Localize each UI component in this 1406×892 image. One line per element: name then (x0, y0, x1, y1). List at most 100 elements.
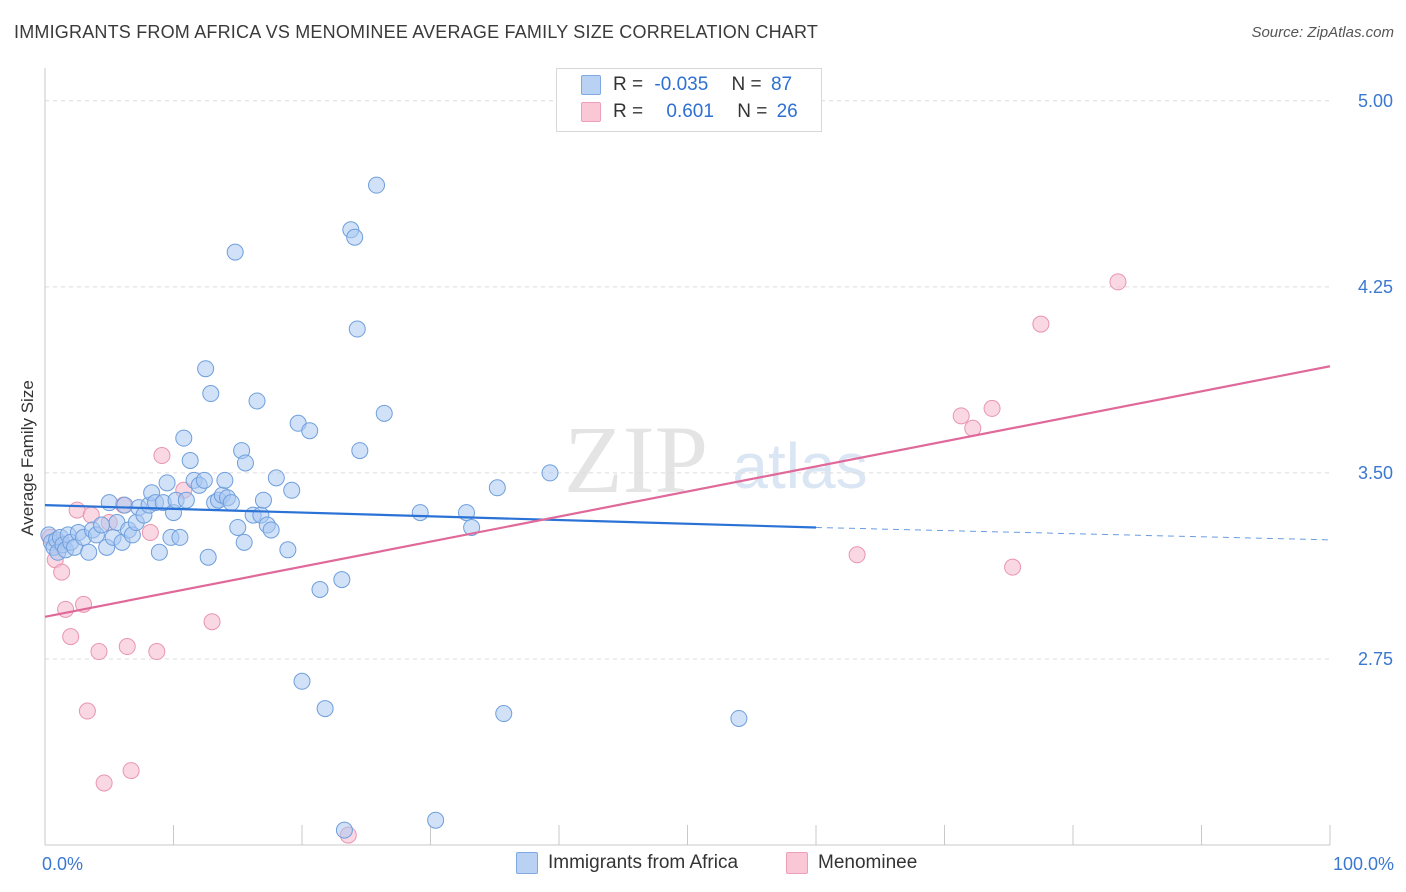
menominee-point (952, 407, 970, 425)
legend-row-africa: R = -0.035 N = 87 (581, 74, 792, 100)
africa-point (279, 541, 297, 559)
africa-point (351, 442, 369, 460)
africa-point (730, 709, 748, 727)
africa-points (40, 176, 748, 839)
menominee-point (203, 613, 221, 631)
africa-point (368, 176, 386, 194)
menominee-point (153, 447, 171, 465)
x-tick-labels: 0.0% 100.0% (42, 854, 1394, 874)
africa-point (226, 243, 244, 261)
africa-point (248, 392, 266, 410)
africa-point (195, 471, 213, 489)
africa-point (541, 464, 559, 482)
africa-point (311, 580, 329, 598)
menominee-point (848, 546, 866, 564)
menominee-point (141, 523, 159, 541)
legend-n-label: N = (737, 101, 768, 122)
chart-title: IMMIGRANTS FROM AFRICA VS MENOMINEE AVER… (14, 22, 819, 42)
africa-point (488, 479, 506, 497)
africa-point (463, 518, 481, 536)
menominee-point (1109, 273, 1127, 291)
source-label: Source: ZipAtlas.com (1251, 24, 1394, 41)
africa-point (93, 516, 111, 534)
axes (44, 68, 1331, 846)
africa-point (267, 469, 285, 487)
africa-point (229, 518, 247, 536)
africa-point (222, 494, 240, 512)
africa-point (199, 548, 217, 566)
africa-point (348, 320, 366, 338)
menominee-point (118, 638, 136, 656)
legend-r-label: R = (613, 101, 644, 122)
x-tick-label-0: 0.0% (42, 854, 83, 874)
africa-point (175, 429, 193, 447)
y-tick-label-1: 3.50 (1358, 463, 1393, 483)
bottom-legend-africa: Immigrants from Africa (516, 852, 738, 874)
legend-n-value: 87 (770, 74, 793, 95)
africa-point (283, 481, 301, 499)
zipatlas-watermark: ZIP atlas (564, 406, 868, 513)
africa-legend-label: Immigrants from Africa (548, 852, 739, 874)
menominee-point (122, 762, 140, 780)
grid-lines (45, 100, 1330, 660)
legend-r-value: 0.601 (666, 101, 714, 122)
menominee-point (68, 501, 86, 519)
africa-point (236, 454, 254, 472)
africa-point (116, 496, 134, 514)
legend-row-menominee: R = 0.601 N = 26 (581, 101, 798, 127)
africa-point (301, 422, 319, 440)
africa-point (293, 672, 311, 690)
menominee-trend-line (44, 365, 1331, 618)
africa-point (150, 543, 168, 561)
africa-point (262, 521, 280, 539)
menominee-point (78, 702, 96, 720)
africa-point (346, 228, 364, 246)
africa-point (335, 821, 353, 839)
y-tick-label-3: 5.00 (1358, 91, 1393, 111)
africa-point (80, 543, 98, 561)
watermark-zip: ZIP (564, 406, 708, 513)
menominee-point (1004, 558, 1022, 576)
africa-swatch (581, 74, 601, 95)
africa-point (254, 491, 272, 509)
legend-n-value: 26 (776, 101, 798, 122)
menominee-point (90, 643, 108, 661)
africa-point (197, 360, 215, 378)
legend-n-label: N = (731, 74, 762, 95)
y-tick-label-2: 4.25 (1358, 277, 1393, 297)
menominee-point (1032, 315, 1050, 333)
africa-point (177, 491, 195, 509)
menominee-point (95, 774, 113, 792)
legend-r-value: -0.035 (654, 74, 709, 95)
africa-point (171, 528, 189, 546)
menominee-swatch (581, 101, 601, 122)
menominee-legend-label: Menominee (818, 852, 918, 874)
africa-point (495, 705, 513, 723)
menominee-legend-swatch (786, 852, 808, 874)
africa-point (158, 474, 176, 492)
africa-trend-extension (815, 526, 1331, 541)
menominee-point (983, 399, 1001, 417)
menominee-point (148, 643, 166, 661)
africa-point (202, 385, 220, 403)
watermark-atlas: atlas (732, 430, 867, 502)
trend-lines (44, 365, 1331, 618)
y-tick-label-0: 2.75 (1358, 649, 1393, 669)
menominee-point (62, 628, 80, 646)
correlation-legend: R = -0.035 N = 87 R = 0.601 N = 26 (556, 68, 822, 132)
africa-point (411, 504, 429, 522)
africa-point (427, 811, 445, 829)
africa-legend-swatch (516, 852, 538, 874)
africa-point (181, 452, 199, 469)
africa-point (216, 471, 234, 489)
y-tick-labels: 2.75 3.50 4.25 5.00 (1358, 91, 1393, 669)
africa-point (316, 700, 334, 718)
africa-point (333, 571, 351, 589)
menominee-point (53, 563, 71, 581)
africa-trend-line (44, 504, 817, 529)
legend-r-label: R = (613, 74, 644, 95)
africa-point (375, 404, 393, 422)
bottom-legend-menominee: Menominee (786, 852, 917, 874)
africa-point (235, 533, 253, 551)
